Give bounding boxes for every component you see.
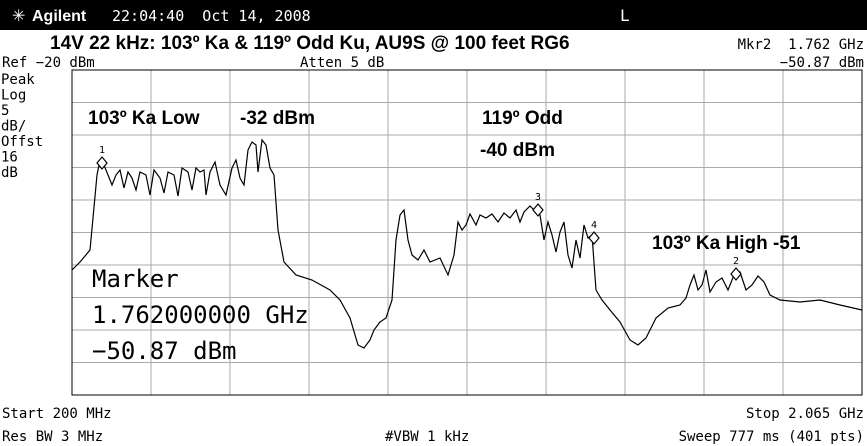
- marker-number: 1: [99, 145, 105, 156]
- scale-label: 5: [1, 103, 9, 119]
- scale-label: dB/: [1, 119, 26, 135]
- logo-icon: ✳: [12, 6, 25, 25]
- scale-label: Offst: [1, 134, 43, 150]
- markers: 1 2 3 4: [96, 145, 742, 281]
- indicator: L: [620, 6, 630, 25]
- marker-box-line: Marker: [92, 265, 179, 293]
- marker-diamond: [730, 267, 742, 281]
- annotation: 103º Ka Low: [88, 108, 200, 129]
- title: 14V 22 kHz: 103º Ka & 119º Odd Ku, AU9S …: [50, 33, 570, 54]
- marker-diamond: [532, 203, 544, 217]
- scale-label: Log: [1, 88, 26, 104]
- marker-diamond: [588, 231, 600, 245]
- marker-number: 2: [733, 256, 739, 267]
- resolution-bandwidth: Res BW 3 MHz: [2, 429, 103, 445]
- grid: [72, 70, 862, 395]
- scale-label: Peak: [1, 72, 35, 88]
- annotation: 103º Ka High -51: [652, 233, 801, 254]
- sweep: Sweep 777 ms (401 pts): [679, 429, 864, 445]
- ref-level: Ref −20 dBm: [2, 55, 95, 71]
- marker-number: 3: [535, 192, 541, 203]
- marker-level: −50.87 dBm: [780, 55, 864, 71]
- marker-box-line: −50.87 dBm: [92, 337, 237, 365]
- datetime: 22:04:40 Oct 14, 2008: [112, 7, 311, 25]
- stop-frequency: Stop 2.065 GHz: [746, 406, 864, 422]
- trace: [71, 138, 863, 349]
- start-frequency: Start 200 MHz: [2, 406, 112, 422]
- video-bandwidth: #VBW 1 kHz: [385, 429, 469, 445]
- annotation: 119º Odd: [482, 108, 563, 129]
- marker-number: 4: [591, 220, 597, 231]
- attenuation: Atten 5 dB: [300, 55, 384, 71]
- annotation: -32 dBm: [240, 108, 315, 129]
- top-bar: [0, 0, 867, 30]
- marker-frequency: Mkr2 1.762 GHz: [738, 37, 864, 53]
- scale-label: dB: [1, 165, 18, 181]
- graticule-border: [71, 69, 863, 396]
- marker-diamond: [96, 156, 108, 170]
- scale-label: 16: [1, 150, 18, 166]
- annotation: -40 dBm: [480, 140, 555, 161]
- marker-box-line: 1.762000000 GHz: [92, 301, 309, 329]
- brand: Agilent: [32, 8, 87, 25]
